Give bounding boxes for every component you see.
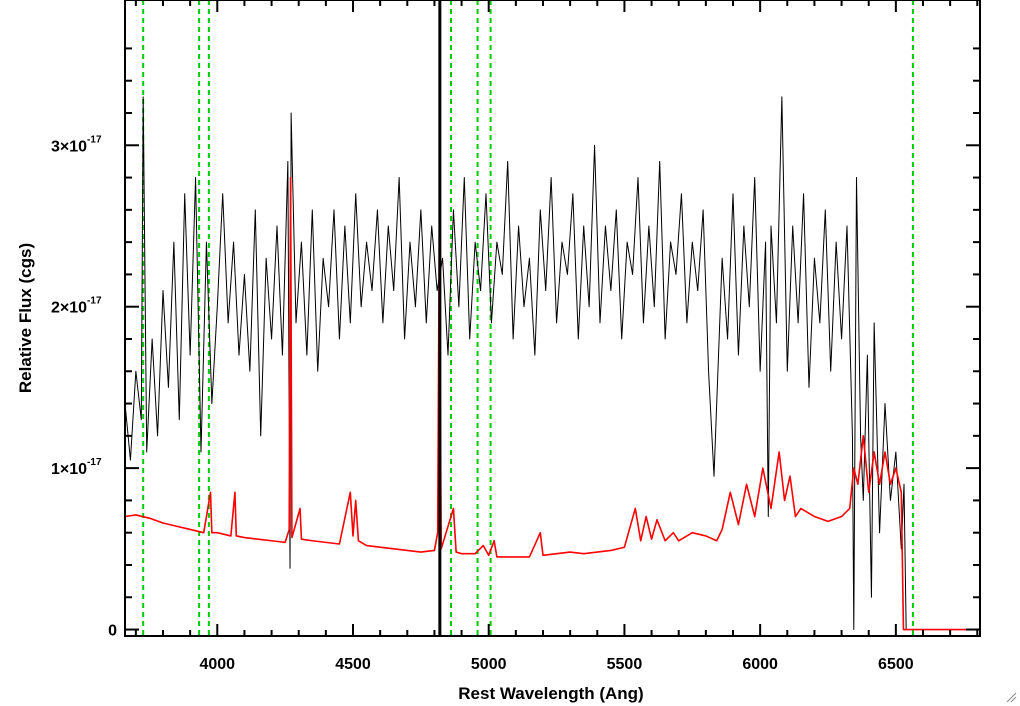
y-axis-title: Relative Flux (cgs) xyxy=(16,243,35,393)
y-tick-label: 3×10-17 xyxy=(51,134,102,155)
spectrum-series-line xyxy=(125,96,907,631)
series-layer xyxy=(125,96,980,631)
x-tick-label: 6500 xyxy=(878,656,914,673)
x-axis-title: Rest Wavelength (Ang) xyxy=(458,684,643,703)
x-tick-label: 4000 xyxy=(199,656,235,673)
y-tick-label: 2×10-17 xyxy=(51,296,102,317)
x-tick-label: 5000 xyxy=(471,656,507,673)
resize-grip-icon[interactable] xyxy=(1005,691,1017,703)
y-tick-label: 1×10-17 xyxy=(51,457,102,478)
x-axis: 4000 4500 5000 5500 6000 6500 xyxy=(134,0,979,673)
x-tick-label: 6000 xyxy=(742,656,778,673)
y-axis: 0 1×10-17 2×10-17 3×10-17 xyxy=(51,47,980,640)
x-tick-label: 5500 xyxy=(607,656,643,673)
plot-frame xyxy=(124,0,981,637)
y-tick-label: 0 xyxy=(108,623,117,640)
x-tick-label: 4500 xyxy=(335,656,371,673)
error-series-line xyxy=(125,176,980,631)
